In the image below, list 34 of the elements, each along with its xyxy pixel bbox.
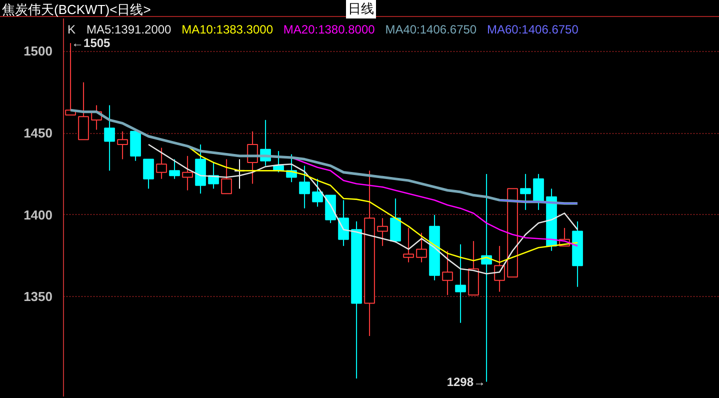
candlestick xyxy=(416,232,427,263)
chart-title: 焦炭伟天(BCKWT)<日线> xyxy=(2,1,151,19)
annotation: K xyxy=(68,22,76,36)
candlestick xyxy=(312,178,323,208)
candlestick xyxy=(520,173,531,210)
candlestick xyxy=(442,250,453,296)
candlestick xyxy=(143,158,154,190)
candlestick xyxy=(377,218,388,246)
y-tick-label: 1400 xyxy=(24,207,52,222)
candlestick xyxy=(494,245,505,292)
candlestick xyxy=(221,158,232,194)
text: MA60:1406.6750 xyxy=(487,22,579,36)
text: MA5:1391.2000 xyxy=(86,22,172,36)
y-tick-label: 1450 xyxy=(24,126,52,141)
text: MA40:1406.6750 xyxy=(385,22,477,36)
candlestick xyxy=(156,147,167,180)
candlestick xyxy=(403,227,414,263)
candlestick xyxy=(338,200,349,246)
text: MA10:1383.3000 xyxy=(182,22,274,36)
y-tick-label: 1350 xyxy=(24,289,52,304)
chart-subtitle: 日线 xyxy=(346,0,376,19)
annotation: ←1505 xyxy=(72,36,111,50)
candlestick xyxy=(390,198,401,244)
candlestick xyxy=(169,158,180,180)
candlestick xyxy=(117,130,128,160)
candlestick xyxy=(533,173,544,210)
candlestick xyxy=(182,155,193,191)
candlestick xyxy=(299,165,310,209)
candlestick xyxy=(78,82,89,140)
candlestick xyxy=(455,244,466,324)
annotation: 1298→ xyxy=(446,374,486,389)
y-tick-label: 1500 xyxy=(24,44,52,59)
candlestick xyxy=(104,104,115,172)
text: MA20:1380.8000 xyxy=(283,22,376,36)
